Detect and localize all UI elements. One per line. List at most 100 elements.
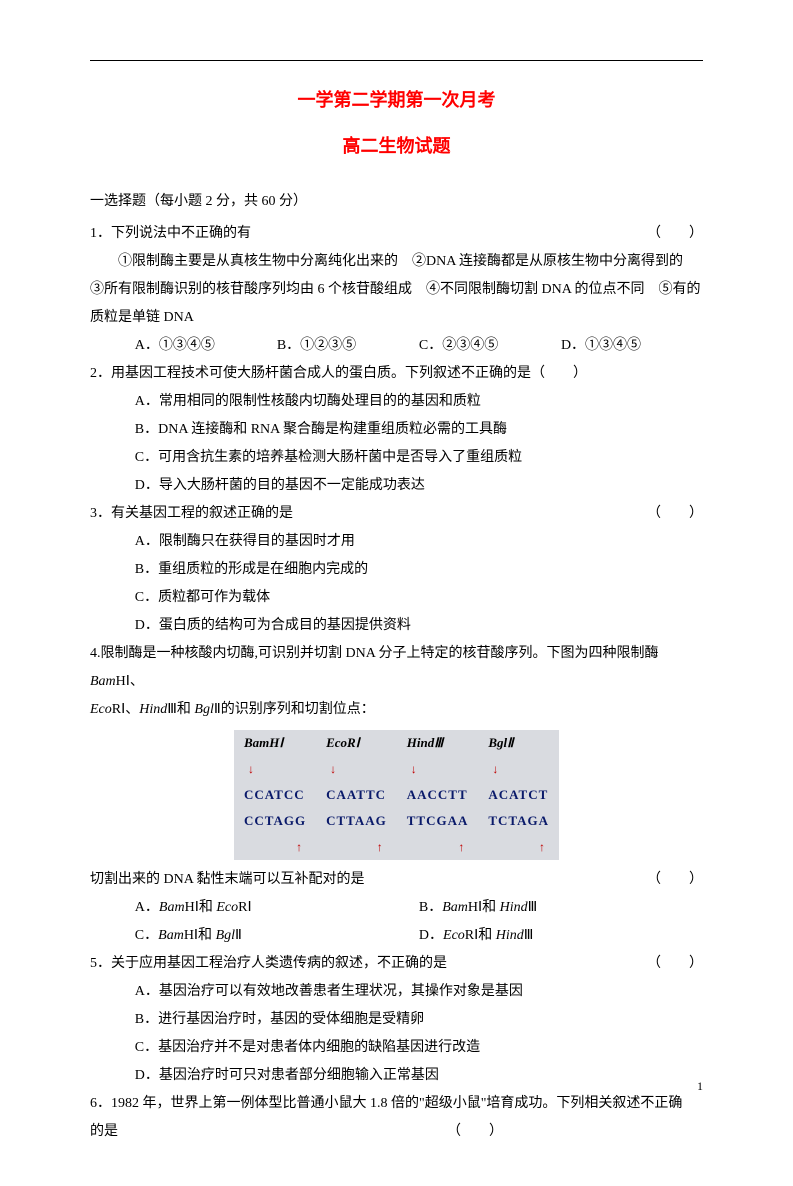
enzyme-cut-table: BamHⅠ EcoRⅠ HindⅢ BglⅡ ↓ ↓ ↓ ↓ CCATCC CA… bbox=[234, 730, 559, 860]
seq-top-4: ACATCT bbox=[478, 782, 559, 808]
arrow-down-icon: ↓ bbox=[492, 762, 498, 776]
q4c-e1: Bam bbox=[158, 928, 184, 943]
q5-opt-a: A．基因治疗可以有效地改善患者生理状况，其操作对象是基因 bbox=[90, 978, 703, 1006]
q4-stem-line2: EcoRⅠ、HindⅢ和 BglⅡ的识别序列和切割位点： bbox=[90, 696, 703, 724]
q4-l2d: Ⅲ和 bbox=[167, 702, 194, 717]
q4-stem-line1: 4.限制酶是一种核酸内切酶,可识别并切割 DNA 分子上特定的核苷酸序列。下图为… bbox=[90, 640, 703, 696]
q4a-e1b: HⅠ和 bbox=[185, 900, 217, 915]
q5-stem: 5．关于应用基因工程治疗人类遗传病的叙述，不正确的是 bbox=[90, 950, 447, 978]
q4c-e1b: HⅠ和 bbox=[184, 928, 216, 943]
title-main: 一学第二学期第一次月考 bbox=[90, 82, 703, 118]
seq-bot-1: CCTAGG bbox=[234, 808, 316, 834]
q3-stem-line: 3．有关基因工程的叙述正确的是 （ ） bbox=[90, 500, 703, 528]
q3-opt-b: B．重组质粒的形成是在细胞内完成的 bbox=[90, 556, 703, 584]
q4b-e2b: Ⅲ bbox=[528, 900, 538, 915]
arrow-up-icon: ↑ bbox=[296, 840, 302, 854]
seq-top-3: AACCTT bbox=[397, 782, 479, 808]
q4-opts-row1: A．BamHⅠ和 EcoRⅠ B．BamHⅠ和 HindⅢ bbox=[90, 894, 703, 922]
q4-l2e: Bgl bbox=[194, 702, 213, 717]
q3-paren: （ ） bbox=[647, 500, 703, 528]
q4a-e2: Eco bbox=[216, 900, 238, 915]
section-heading: 一选择题（每小题 2 分，共 60 分） bbox=[90, 188, 703, 216]
q4-opt-c: C．BamHⅠ和 BglⅡ bbox=[135, 922, 419, 950]
q5-paren: （ ） bbox=[647, 950, 703, 978]
q4b-pre: B． bbox=[419, 900, 442, 915]
arrow-down-row: ↓ ↓ ↓ ↓ bbox=[234, 756, 559, 782]
q4-l2f: Ⅱ的识别序列和切割位点： bbox=[214, 702, 375, 717]
arrow-up-row: ↑ ↑ ↑ ↑ bbox=[234, 834, 559, 860]
arrow-down-icon: ↓ bbox=[330, 762, 336, 776]
hdr-2: EcoRⅠ bbox=[316, 730, 397, 756]
q1-opt-d: D．①③④⑤ bbox=[561, 332, 703, 360]
q4-l2a: Eco bbox=[90, 702, 112, 717]
q1-stem-line: 1．下列说法中不正确的有 （ ） bbox=[90, 220, 703, 248]
q6-paren: （ ） bbox=[447, 1118, 503, 1146]
q2-opt-c: C．可用含抗生素的培养基检测大肠杆菌中是否导入了重组质粒 bbox=[90, 444, 703, 472]
q4d-e2: Hind bbox=[496, 928, 524, 943]
q1-opt-b: B．①②③⑤ bbox=[277, 332, 419, 360]
q4c-e2b: Ⅱ bbox=[235, 928, 242, 943]
arrow-down-icon: ↓ bbox=[248, 762, 254, 776]
q4a-e2b: RⅠ bbox=[238, 900, 251, 915]
q4-enz1: Bam bbox=[90, 674, 116, 689]
q4-question: 切割出来的 DNA 黏性末端可以互补配对的是 bbox=[90, 866, 365, 894]
arrow-up-icon: ↑ bbox=[539, 840, 545, 854]
q4-opts-row2: C．BamHⅠ和 BglⅡ D．EcoRⅠ和 HindⅢ bbox=[90, 922, 703, 950]
q5-stem-line: 5．关于应用基因工程治疗人类遗传病的叙述，不正确的是 （ ） bbox=[90, 950, 703, 978]
q6-stem-line1: 6．1982 年，世界上第一例体型比普通小鼠大 1.8 倍的"超级小鼠"培育成功… bbox=[90, 1090, 703, 1118]
hdr-3: HindⅢ bbox=[397, 730, 479, 756]
q4-question-line: 切割出来的 DNA 黏性末端可以互补配对的是 （ ） bbox=[90, 866, 703, 894]
q4c-e2: Bgl bbox=[216, 928, 235, 943]
page-number: 1 bbox=[697, 1079, 703, 1094]
q4-l2b: RⅠ、 bbox=[112, 702, 139, 717]
q4-opt-a: A．BamHⅠ和 EcoRⅠ bbox=[135, 894, 419, 922]
bot-seq-row: CCTAGG CTTAAG TTCGAA TCTAGA bbox=[234, 808, 559, 834]
q4d-pre: D． bbox=[419, 928, 443, 943]
exam-page: 一学第二学期第一次月考 高二生物试题 一选择题（每小题 2 分，共 60 分） … bbox=[0, 0, 793, 1186]
q4-opt-b: B．BamHⅠ和 HindⅢ bbox=[419, 894, 703, 922]
q4-opt-d: D．EcoRⅠ和 HindⅢ bbox=[419, 922, 703, 950]
q4a-pre: A． bbox=[135, 900, 159, 915]
q4b-e1b: HⅠ和 bbox=[468, 900, 500, 915]
q1-opt-c: C．②③④⑤ bbox=[419, 332, 561, 360]
q1-opt-a: A．①③④⑤ bbox=[135, 332, 277, 360]
q4d-e1: Eco bbox=[443, 928, 465, 943]
q4b-e1: Bam bbox=[442, 900, 468, 915]
arrow-down-icon: ↓ bbox=[411, 762, 417, 776]
q4d-e1b: RⅠ和 bbox=[465, 928, 496, 943]
q3-opt-a: A．限制酶只在获得目的基因时才用 bbox=[90, 528, 703, 556]
q4b-e2: Hind bbox=[500, 900, 528, 915]
q2-opt-d: D．导入大肠杆菌的目的基因不一定能成功表达 bbox=[90, 472, 703, 500]
q5-opt-c: C．基因治疗并不是对患者体内细胞的缺陷基因进行改造 bbox=[90, 1034, 703, 1062]
q4a-e1: Bam bbox=[159, 900, 185, 915]
q4-paren: （ ） bbox=[647, 866, 703, 894]
q2-stem: 2．用基因工程技术可使大肠杆菌合成人的蛋白质。下列叙述不正确的是（ ） bbox=[90, 360, 703, 388]
seq-top-2: CAATTC bbox=[316, 782, 397, 808]
q5-opt-d: D．基因治疗时可只对患者部分细胞输入正常基因 bbox=[90, 1062, 703, 1090]
q3-opt-d: D．蛋白质的结构可为合成目的基因提供资料 bbox=[90, 612, 703, 640]
top-seq-row: CCATCC CAATTC AACCTT ACATCT bbox=[234, 782, 559, 808]
arrow-up-icon: ↑ bbox=[377, 840, 383, 854]
q2-opt-b: B．DNA 连接酶和 RNA 聚合酶是构建重组质粒必需的工具酶 bbox=[90, 416, 703, 444]
q2-opt-a: A．常用相同的限制性核酸内切酶处理目的的基因和质粒 bbox=[90, 388, 703, 416]
seq-top-1: CCATCC bbox=[234, 782, 316, 808]
q1-options: A．①③④⑤ B．①②③⑤ C．②③④⑤ D．①③④⑤ bbox=[90, 332, 703, 360]
title-sub: 高二生物试题 bbox=[90, 128, 703, 164]
q1-stem: 1．下列说法中不正确的有 bbox=[90, 220, 251, 248]
q4-stem-a: 4.限制酶是一种核酸内切酶,可识别并切割 DNA 分子上特定的核苷酸序列。下图为… bbox=[90, 646, 659, 661]
q1-paren: （ ） bbox=[647, 220, 703, 248]
arrow-up-icon: ↑ bbox=[458, 840, 464, 854]
q1-detail: ①限制酶主要是从真核生物中分离纯化出来的 ②DNA 连接酶都是从原核生物中分离得… bbox=[90, 248, 703, 332]
seq-bot-3: TTCGAA bbox=[397, 808, 479, 834]
table-header-row: BamHⅠ EcoRⅠ HindⅢ BglⅡ bbox=[234, 730, 559, 756]
q5-opt-b: B．进行基因治疗时，基因的受体细胞是受精卵 bbox=[90, 1006, 703, 1034]
q4c-pre: C． bbox=[135, 928, 158, 943]
seq-bot-4: TCTAGA bbox=[478, 808, 559, 834]
hdr-4: BglⅡ bbox=[478, 730, 559, 756]
q6-stem-line2: 的是 （ ） bbox=[90, 1118, 703, 1146]
q6-stem2: 的是 bbox=[90, 1118, 118, 1146]
q3-stem: 3．有关基因工程的叙述正确的是 bbox=[90, 500, 293, 528]
hdr-1: BamHⅠ bbox=[234, 730, 316, 756]
q4-enz1b: HⅠ、 bbox=[116, 674, 144, 689]
top-rule bbox=[90, 60, 703, 61]
